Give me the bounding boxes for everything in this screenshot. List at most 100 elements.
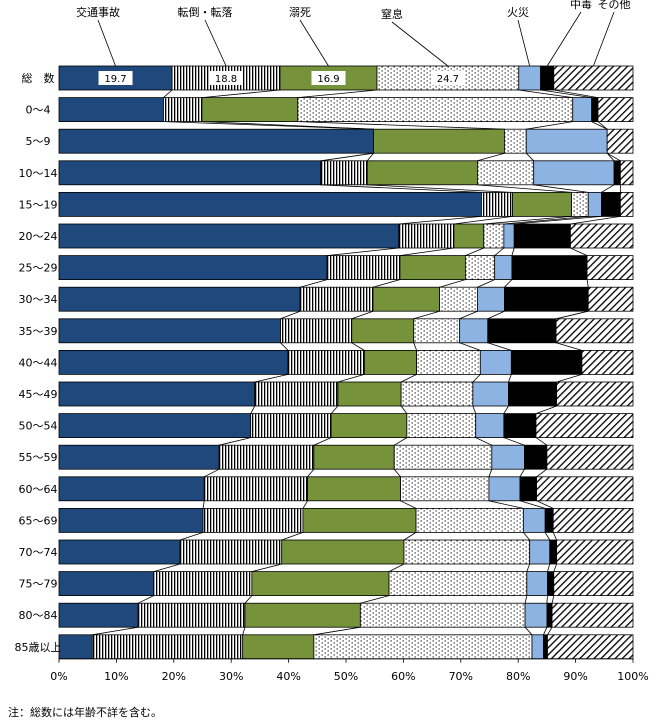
connector-line xyxy=(555,310,589,320)
bar-segment xyxy=(403,539,531,565)
bar-segment xyxy=(535,413,634,439)
bar-segment xyxy=(58,507,204,533)
connector-line xyxy=(302,500,308,509)
bar-segment xyxy=(58,381,256,407)
category-label: 35～39 xyxy=(19,325,58,338)
bar-segment xyxy=(591,97,599,122)
x-tick-label: 70% xyxy=(449,670,473,683)
bar-segment xyxy=(504,128,527,154)
bar-segment xyxy=(549,539,558,565)
connector-line xyxy=(472,405,477,414)
legend-leader-line xyxy=(546,11,582,67)
connector-line xyxy=(393,468,401,478)
data-label: 19.7 xyxy=(104,74,126,85)
bars xyxy=(58,65,634,660)
bar-segment xyxy=(388,571,528,596)
legend-label: 交通事故 xyxy=(76,5,120,19)
connector-line xyxy=(366,152,374,162)
connector-line xyxy=(251,563,282,572)
category-label: 0～4 xyxy=(26,104,51,117)
connector-line xyxy=(597,121,608,130)
connector-line xyxy=(547,563,551,572)
connector-line xyxy=(299,279,328,288)
bar-segment xyxy=(415,507,524,533)
bar-segment xyxy=(330,413,408,439)
bar-segment xyxy=(536,476,634,502)
bar-segment xyxy=(546,602,553,628)
category-label: 75～79 xyxy=(19,578,58,591)
connector-line xyxy=(606,152,621,162)
connector-line xyxy=(400,500,417,509)
bar-segment xyxy=(251,571,390,596)
bar-segment xyxy=(587,286,634,312)
connector-line xyxy=(337,374,365,383)
bar-segment xyxy=(58,444,220,470)
connector-line xyxy=(313,437,332,446)
bar-segment xyxy=(313,634,533,660)
bar-segment xyxy=(400,476,490,502)
connector-line xyxy=(518,89,573,98)
bar-segment xyxy=(373,128,505,154)
connector-line xyxy=(459,310,478,320)
connector-line xyxy=(536,468,548,478)
category-label: 80～84 xyxy=(19,609,58,622)
connector-line xyxy=(297,121,505,130)
connector-line xyxy=(526,121,573,130)
connector-line xyxy=(394,437,408,446)
x-tick-label: 50% xyxy=(334,670,358,683)
connector-line xyxy=(503,405,509,414)
bar-segment xyxy=(511,255,588,281)
category-label: 5～9 xyxy=(26,135,51,148)
bar-segment xyxy=(439,286,478,312)
bar-segment xyxy=(398,223,455,249)
x-tick-label: 80% xyxy=(506,670,530,683)
connector-line xyxy=(465,247,484,256)
legend-label: 溺死 xyxy=(289,6,311,19)
connector-line xyxy=(281,532,304,541)
connector-line xyxy=(511,247,515,256)
bar-segment xyxy=(58,476,205,502)
connector-line xyxy=(535,437,548,446)
bar-segment xyxy=(525,128,608,154)
connector-line xyxy=(138,595,154,604)
bar-segment xyxy=(587,191,602,217)
bar-segment xyxy=(479,349,512,375)
bar-segment xyxy=(606,128,634,154)
connector-line xyxy=(586,279,589,288)
bar-segment xyxy=(597,97,634,122)
connector-line xyxy=(244,595,253,604)
bar-segment xyxy=(58,97,164,122)
connector-line xyxy=(254,374,289,383)
bar-segment xyxy=(555,318,634,344)
connector-line xyxy=(546,595,548,604)
connector-line xyxy=(487,310,505,320)
bar-segment xyxy=(58,191,482,217)
bar-segment xyxy=(533,160,615,186)
connector-line xyxy=(280,310,301,320)
bar-segment xyxy=(58,223,400,249)
connector-line xyxy=(307,468,315,478)
connector-line xyxy=(540,89,592,98)
category-label: 85歳以上 xyxy=(15,641,62,654)
connector-line xyxy=(201,121,374,130)
bar-segment xyxy=(488,476,521,502)
connector-line xyxy=(504,279,513,288)
bar-segment xyxy=(547,634,634,660)
category-label: 15～19 xyxy=(19,198,58,211)
connector-line xyxy=(519,468,525,478)
data-label-box xyxy=(209,71,244,85)
legend-leader-line xyxy=(299,19,329,67)
bar-segment xyxy=(531,634,544,660)
connector-line xyxy=(399,247,454,256)
connector-line xyxy=(330,405,339,414)
connector-line xyxy=(508,374,512,383)
connector-line xyxy=(153,563,181,572)
bar-segment xyxy=(544,507,554,533)
bar-segment xyxy=(58,602,139,628)
bar-segment xyxy=(399,255,466,281)
connector-line xyxy=(242,627,246,635)
connector-line xyxy=(472,374,481,383)
connector-line xyxy=(487,342,512,351)
bar-segment xyxy=(280,318,353,344)
bar-segment xyxy=(58,413,252,439)
